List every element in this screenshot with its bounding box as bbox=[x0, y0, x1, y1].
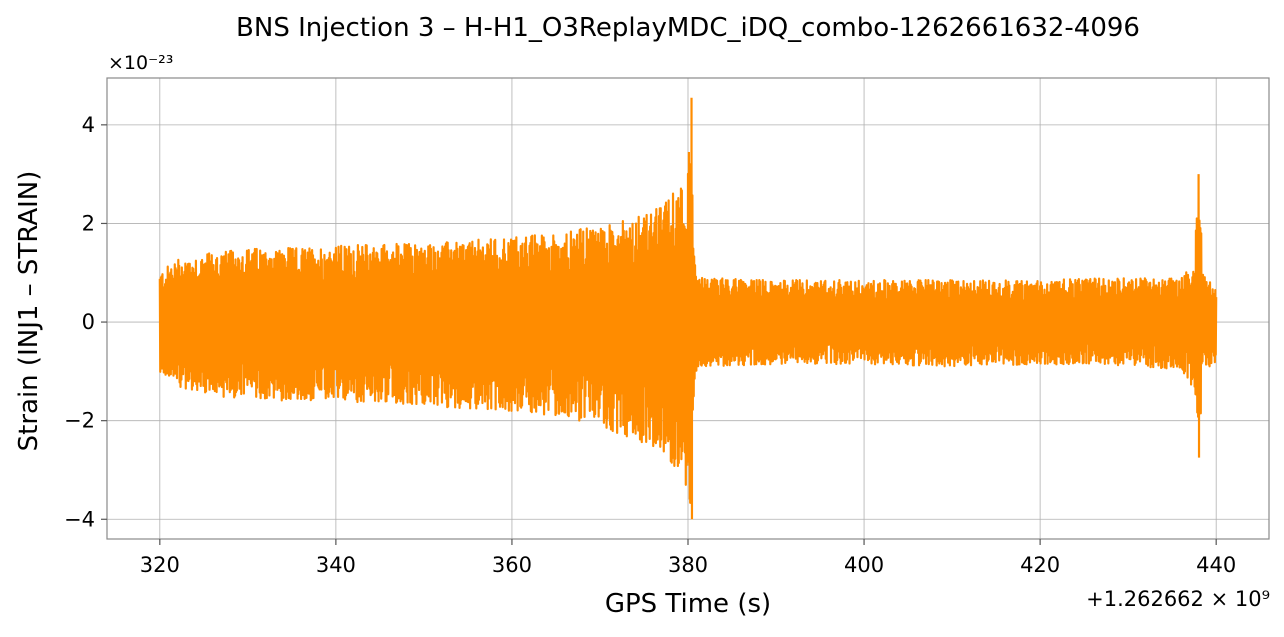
x-tick-label: 340 bbox=[316, 553, 356, 577]
x-tick-label: 380 bbox=[668, 553, 708, 577]
strain-series-line bbox=[158, 97, 1218, 520]
x-axis-offset: +1.262662 × 10⁹ bbox=[1086, 587, 1270, 611]
chart-title: BNS Injection 3 – H-H1_O3ReplayMDC_iDQ_c… bbox=[236, 13, 1140, 43]
y-axis-multiplier: ×10⁻²³ bbox=[108, 52, 173, 74]
data-layer bbox=[158, 97, 1218, 520]
y-tick-label: 0 bbox=[82, 310, 95, 334]
tick-layer: 320 340 360 380 400 420 440 −4 −2 0 2 4 bbox=[64, 113, 1236, 577]
y-tick-label: −2 bbox=[64, 409, 95, 433]
y-axis-label: Strain (INJ1 – STRAIN) bbox=[14, 171, 44, 452]
y-tick-label: −4 bbox=[64, 507, 95, 531]
x-tick-label: 320 bbox=[140, 553, 180, 577]
x-tick-label: 420 bbox=[1020, 553, 1060, 577]
x-axis-label: GPS Time (s) bbox=[605, 589, 771, 619]
y-tick-label: 4 bbox=[82, 113, 95, 137]
x-tick-label: 400 bbox=[844, 553, 884, 577]
x-tick-label: 360 bbox=[492, 553, 532, 577]
x-tick-label: 440 bbox=[1196, 553, 1236, 577]
y-tick-label: 2 bbox=[82, 211, 95, 235]
